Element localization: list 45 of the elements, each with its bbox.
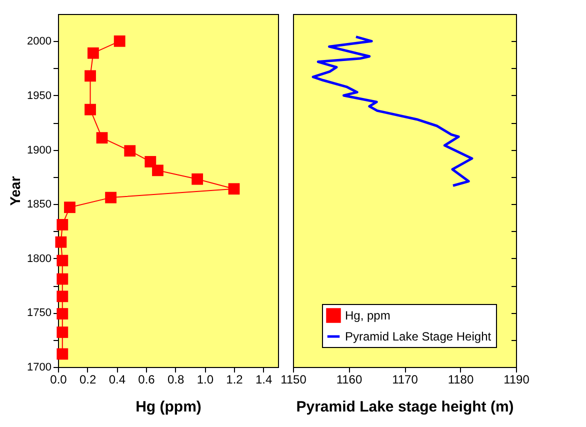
point	[55, 236, 67, 248]
x-tick-label: 1160	[336, 372, 362, 386]
legend-label: Hg, ppm	[345, 308, 390, 322]
point	[152, 164, 164, 176]
point	[56, 254, 68, 266]
x-tick-label: 1.0	[196, 372, 214, 386]
point	[56, 348, 68, 360]
x-tick-label: 1.4	[255, 372, 272, 386]
y-tick-label: 1950	[27, 90, 52, 102]
point	[56, 326, 68, 338]
point	[105, 192, 116, 204]
x-axis-title: Hg (ppm)	[136, 398, 202, 416]
x-tick-label: 1170	[392, 372, 418, 386]
point	[84, 104, 96, 116]
x-tick-label: 0.0	[50, 372, 68, 386]
x-tick-label: 1150	[280, 372, 307, 386]
y-tick-label: 1700	[27, 362, 52, 374]
point	[228, 183, 240, 195]
point	[114, 35, 126, 47]
y-tick-label: 1850	[27, 198, 52, 211]
y-tick-label: 1750	[27, 307, 52, 320]
point	[84, 70, 96, 82]
x-tick-label: 0.2	[79, 372, 96, 386]
point	[144, 156, 156, 168]
point	[56, 273, 68, 285]
point	[56, 308, 68, 320]
y-tick-label: 1900	[27, 144, 52, 156]
x-tick-label: 1.2	[226, 372, 244, 386]
point	[96, 132, 108, 144]
point	[56, 290, 68, 302]
point	[56, 219, 68, 230]
y-tick-label: 1800	[27, 252, 52, 265]
point	[64, 202, 76, 214]
y-axis-title: Year	[7, 176, 24, 206]
x-tick-label: 1190	[504, 372, 530, 386]
x-tick-label: 0.6	[138, 372, 156, 386]
x-axis-title: Pyramid Lake stage height (m)	[296, 398, 514, 416]
x-tick-label: 0.4	[108, 372, 126, 386]
legend-label: Pyramid Lake Stage Height	[345, 330, 492, 344]
point	[124, 145, 136, 157]
y-tick-label: 2000	[27, 36, 52, 48]
point	[192, 173, 204, 185]
x-tick-label: 0.8	[167, 372, 184, 386]
point	[88, 47, 99, 59]
x-tick-label: 1180	[448, 372, 474, 386]
